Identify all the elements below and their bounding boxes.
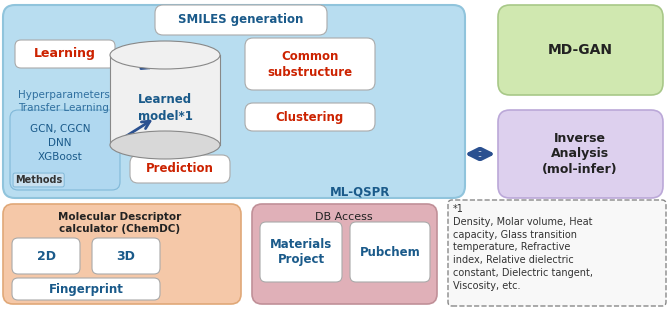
Text: Prediction: Prediction bbox=[146, 163, 214, 176]
Text: 2D: 2D bbox=[36, 249, 56, 263]
Text: Learned
model*1: Learned model*1 bbox=[137, 93, 192, 123]
Text: ML-QSPR: ML-QSPR bbox=[330, 185, 390, 198]
FancyBboxPatch shape bbox=[498, 5, 663, 95]
Text: Molecular Descriptor
calculator (ChemDC): Molecular Descriptor calculator (ChemDC) bbox=[58, 212, 182, 235]
Ellipse shape bbox=[110, 131, 220, 159]
Bar bbox=[110, 55, 220, 145]
Text: *1
Density, Molar volume, Heat
capacity, Glass transition
temperature, Refractiv: *1 Density, Molar volume, Heat capacity,… bbox=[453, 204, 593, 291]
Text: Learning: Learning bbox=[34, 48, 96, 61]
Text: Methods: Methods bbox=[15, 175, 62, 185]
FancyBboxPatch shape bbox=[245, 103, 375, 131]
Text: GCN, CGCN
DNN
XGBoost: GCN, CGCN DNN XGBoost bbox=[29, 124, 90, 162]
Text: SMILES generation: SMILES generation bbox=[178, 14, 304, 27]
FancyBboxPatch shape bbox=[498, 110, 663, 198]
FancyBboxPatch shape bbox=[245, 38, 375, 90]
Text: Common
substructure: Common substructure bbox=[267, 49, 352, 78]
FancyBboxPatch shape bbox=[15, 40, 115, 68]
Text: DB Access: DB Access bbox=[315, 212, 373, 222]
FancyBboxPatch shape bbox=[252, 204, 437, 304]
Text: Clustering: Clustering bbox=[276, 111, 344, 124]
Text: Materials
Project: Materials Project bbox=[270, 238, 332, 266]
FancyBboxPatch shape bbox=[10, 110, 120, 190]
Text: Fingerprint: Fingerprint bbox=[48, 282, 123, 295]
Text: MD-GAN: MD-GAN bbox=[547, 43, 612, 57]
Ellipse shape bbox=[110, 41, 220, 69]
Text: Inverse
Analysis
(mol-infer): Inverse Analysis (mol-infer) bbox=[542, 132, 618, 176]
FancyBboxPatch shape bbox=[350, 222, 430, 282]
Text: 3D: 3D bbox=[117, 249, 135, 263]
FancyBboxPatch shape bbox=[155, 5, 327, 35]
Text: Hyperparameters
Transfer Learning: Hyperparameters Transfer Learning bbox=[18, 90, 110, 113]
FancyBboxPatch shape bbox=[12, 278, 160, 300]
FancyBboxPatch shape bbox=[12, 238, 80, 274]
FancyBboxPatch shape bbox=[448, 200, 666, 306]
FancyBboxPatch shape bbox=[260, 222, 342, 282]
FancyBboxPatch shape bbox=[3, 5, 465, 198]
FancyBboxPatch shape bbox=[92, 238, 160, 274]
FancyBboxPatch shape bbox=[130, 155, 230, 183]
Text: Pubchem: Pubchem bbox=[360, 245, 420, 259]
FancyBboxPatch shape bbox=[3, 204, 241, 304]
